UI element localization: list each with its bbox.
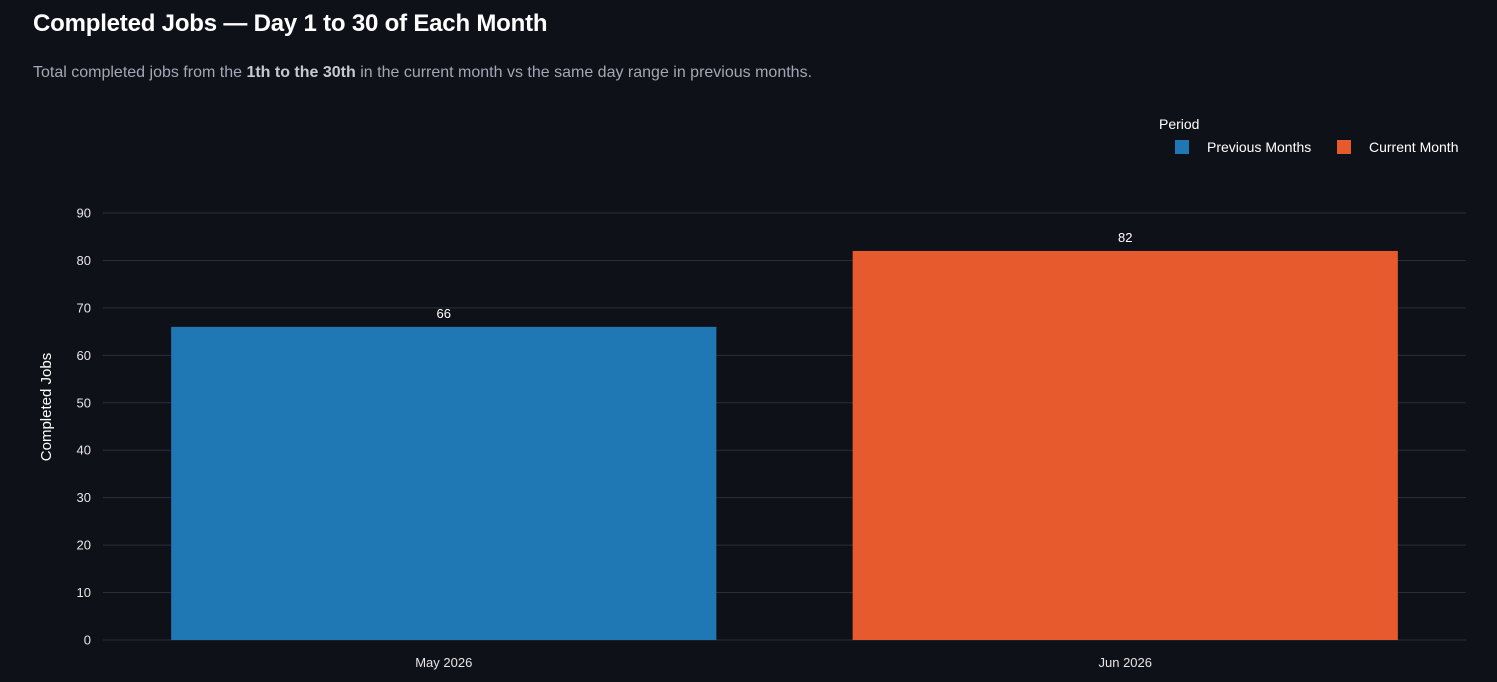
y-tick-label: 90 [77, 206, 91, 221]
x-tick-label: May 2026 [415, 655, 472, 670]
y-tick-label: 30 [77, 490, 91, 505]
legend-item-label: Previous Months [1207, 139, 1311, 155]
bars [171, 250, 1398, 640]
x-axis-ticks: May 2026 Jun 2026 [415, 655, 1152, 670]
subtitle-text-end: in the current month vs the same day ran… [355, 64, 813, 81]
y-tick-label: 0 [84, 633, 91, 648]
page-subtitle: Total completed jobs from the 1th to the… [33, 64, 812, 82]
subtitle-text-start: Total completed jobs from the [33, 64, 247, 81]
y-tick-label: 40 [77, 443, 91, 458]
x-tick-label: Jun 2026 [1099, 655, 1153, 670]
subtitle-highlight: 1th to the 30th [246, 64, 356, 81]
y-tick-label: 50 [77, 395, 91, 410]
legend-title: Period [1159, 116, 1199, 132]
legend: Period Previous Months Current Month [1159, 116, 1458, 155]
y-tick-label: 20 [77, 538, 91, 553]
y-axis-title: Completed Jobs [38, 353, 55, 461]
legend-item-label: Current Month [1369, 139, 1458, 155]
bar [171, 326, 717, 640]
y-tick-label: 60 [77, 348, 91, 363]
legend-swatch [1175, 140, 1189, 154]
y-axis-ticks: 0 10 20 30 40 50 60 70 80 90 [77, 206, 91, 648]
legend-swatch [1337, 140, 1351, 154]
bar-value-label: 82 [1118, 230, 1132, 245]
bar [852, 250, 1398, 640]
page-title: Completed Jobs — Day 1 to 30 of Each Mon… [33, 10, 548, 37]
y-tick-label: 10 [77, 585, 91, 600]
y-tick-label: 70 [77, 300, 91, 315]
data-labels: 66 82 [437, 230, 1133, 321]
y-tick-label: 80 [77, 253, 91, 268]
legend-items: Previous Months Current Month [1175, 139, 1458, 155]
bar-value-label: 66 [437, 306, 451, 321]
